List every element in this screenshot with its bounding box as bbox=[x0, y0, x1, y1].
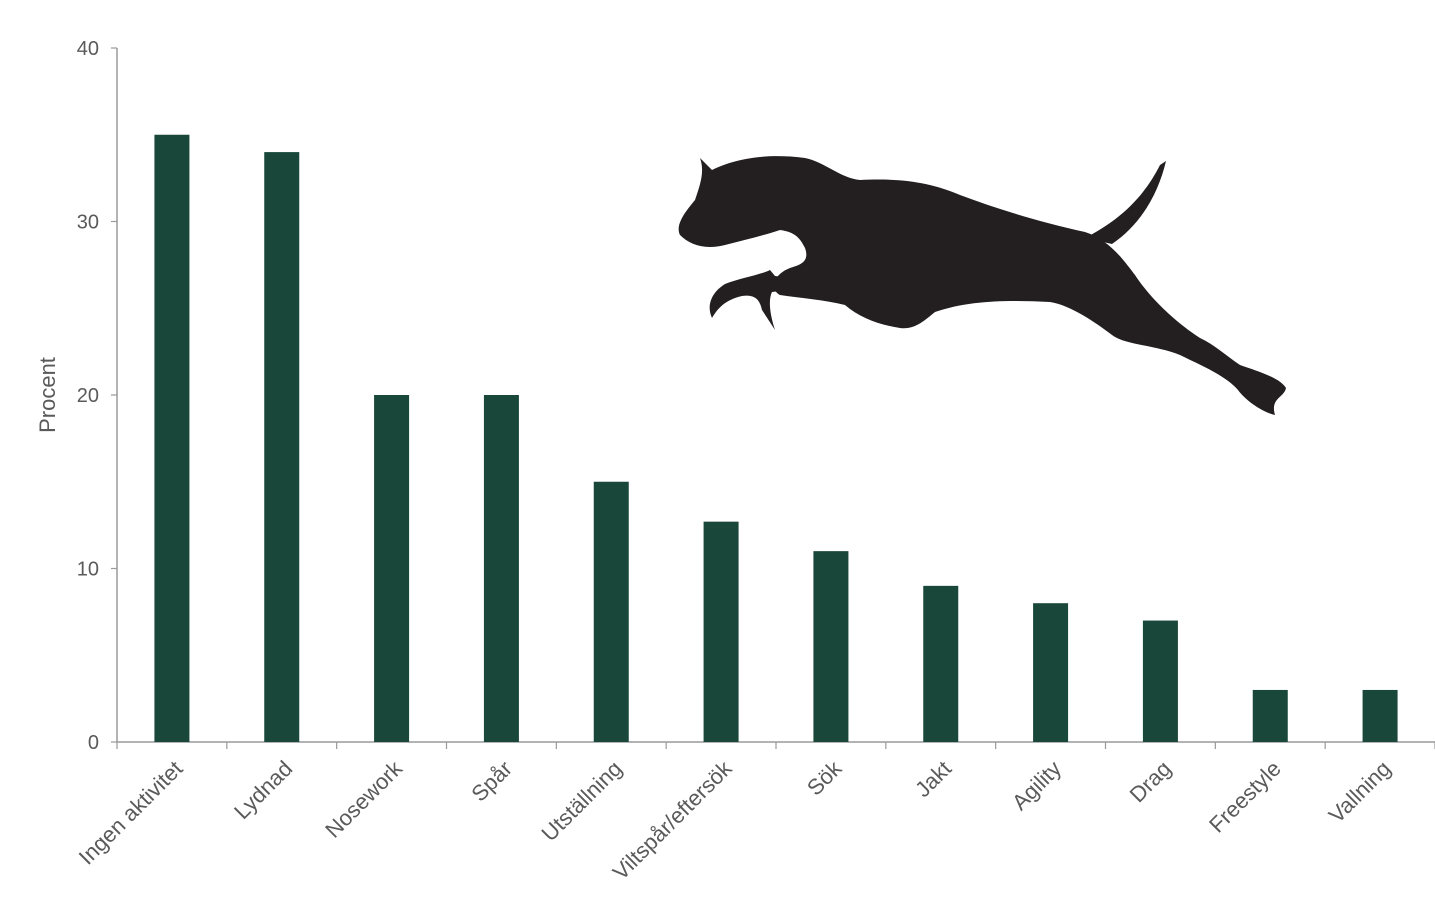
x-tick-label: Lydnad bbox=[229, 756, 297, 824]
y-tick-label: 10 bbox=[77, 559, 99, 581]
y-tick-label: 20 bbox=[77, 385, 99, 407]
bar bbox=[923, 585, 959, 742]
bar bbox=[374, 395, 410, 742]
x-tick-label: Sök bbox=[802, 755, 847, 800]
x-tick-label: Agility bbox=[1007, 756, 1066, 815]
category-labels: Ingen aktivitet Lydnad Nosework Spår Utställ… bbox=[74, 755, 1396, 885]
bar bbox=[264, 152, 300, 743]
y-axis-title: Procent bbox=[35, 357, 60, 433]
bars bbox=[154, 134, 1398, 743]
y-axis: 0 10 20 30 40 bbox=[77, 38, 118, 754]
y-tick-label: 30 bbox=[77, 212, 99, 234]
bar bbox=[813, 551, 849, 742]
x-tick-label: Ingen aktivitet bbox=[74, 756, 188, 870]
x-tick-label: Vallning bbox=[1324, 756, 1396, 828]
x-tick-label: Spår bbox=[466, 756, 517, 807]
bar bbox=[483, 395, 519, 742]
x-axis bbox=[116, 741, 1435, 749]
jumping-dog-silhouette-icon bbox=[678, 156, 1286, 415]
bar bbox=[1033, 603, 1069, 742]
x-tick-label: Utställning bbox=[536, 756, 626, 846]
bar bbox=[593, 481, 629, 742]
x-tick-label: Viltspår/eftersök bbox=[608, 755, 738, 885]
bar bbox=[1362, 689, 1398, 742]
x-tick-label: Nosework bbox=[320, 755, 408, 843]
x-tick-label: Drag bbox=[1125, 756, 1176, 807]
y-tick-label: 0 bbox=[88, 732, 99, 754]
bar bbox=[703, 521, 739, 742]
bar bbox=[1252, 689, 1288, 742]
bar bbox=[154, 134, 190, 742]
x-tick-label: Freestyle bbox=[1204, 756, 1286, 838]
y-tick-label: 40 bbox=[77, 38, 99, 60]
x-tick-label: Jakt bbox=[910, 756, 956, 802]
bar bbox=[1142, 620, 1178, 742]
